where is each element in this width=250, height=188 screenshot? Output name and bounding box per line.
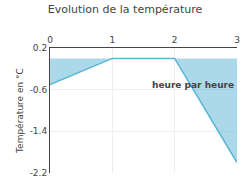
svg-text:-2.2: -2.2 <box>30 168 48 178</box>
svg-text:3: 3 <box>234 35 240 45</box>
svg-text:0.2: 0.2 <box>33 43 47 53</box>
svg-text:-0.6: -0.6 <box>30 85 48 95</box>
svg-text:-1.4: -1.4 <box>30 126 48 136</box>
svg-text:Température en °C: Température en °C <box>15 68 25 154</box>
svg-text:0: 0 <box>47 35 53 45</box>
svg-text:2: 2 <box>172 35 178 45</box>
svg-text:Evolution de la température: Evolution de la température <box>48 3 203 16</box>
svg-text:1: 1 <box>109 35 115 45</box>
svg-text:heure par heure: heure par heure <box>152 80 234 90</box>
